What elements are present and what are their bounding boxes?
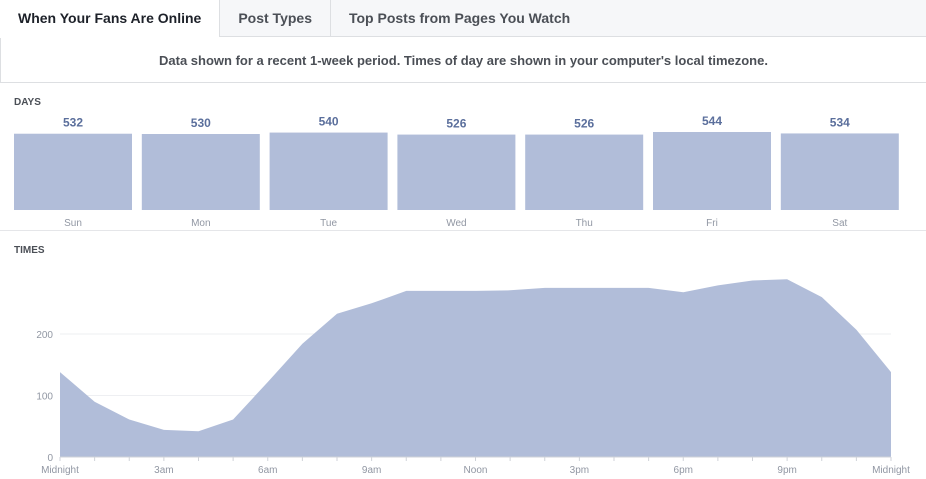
x-tick-label: 9pm [777, 465, 796, 476]
day-value-label: 526 [446, 117, 466, 131]
day-bar-mon [141, 134, 260, 210]
tab-bar: When Your Fans Are Online Post Types Top… [0, 0, 926, 37]
x-tick-label: 6pm [674, 465, 693, 476]
days-chart-title: DAYS [14, 97, 41, 108]
day-value-label: 534 [830, 115, 850, 129]
x-tick-label: Noon [464, 465, 488, 476]
day-bar-thu [525, 134, 644, 210]
day-value-label: 532 [63, 116, 83, 130]
day-category-label: Fri [706, 218, 718, 229]
day-category-label: Tue [320, 218, 337, 229]
days-bar-chart: DAYS 532 Sun 530 Mon 540 Tue 526 Wed 526 Thu 544 Fr… [14, 97, 899, 229]
tab-post-types[interactable]: Post Types [220, 0, 331, 37]
y-tick-label: 200 [36, 330, 53, 341]
x-tick-label: 6am [258, 465, 277, 476]
x-tick-label: Midnight [872, 465, 910, 476]
section-divider [0, 230, 926, 231]
day-bar-sat [780, 133, 899, 210]
day-value-label: 544 [702, 114, 722, 128]
day-category-label: Sat [832, 218, 847, 229]
day-bar-fri [653, 132, 771, 210]
day-category-label: Mon [191, 218, 210, 229]
y-tick-label: 0 [47, 453, 53, 464]
day-category-label: Wed [446, 218, 466, 229]
day-bar-tue [269, 132, 388, 210]
fans-online-area [60, 279, 891, 457]
data-period-notice: Data shown for a recent 1-week period. T… [0, 38, 926, 83]
x-tick-label: Midnight [41, 465, 79, 476]
day-value-label: 540 [319, 115, 339, 129]
day-category-label: Sun [64, 218, 82, 229]
x-tick-label: 3am [154, 465, 173, 476]
day-value-label: 530 [191, 116, 211, 130]
day-category-label: Thu [576, 218, 593, 229]
x-tick-label: 3pm [570, 465, 589, 476]
times-area-chart: TIMES 0 100 200 Midnight 3am 6am 9am Noon 3pm 6pm… [14, 245, 910, 476]
day-bar-wed [397, 134, 516, 210]
day-value-label: 526 [574, 117, 594, 131]
x-tick-label: 9am [362, 465, 381, 476]
tab-top-posts-pages-you-watch[interactable]: Top Posts from Pages You Watch [348, 10, 571, 26]
tab-when-fans-online[interactable]: When Your Fans Are Online [0, 0, 221, 37]
times-chart-title: TIMES [14, 245, 45, 256]
y-tick-label: 100 [36, 392, 53, 403]
day-bar-sun [14, 133, 132, 210]
